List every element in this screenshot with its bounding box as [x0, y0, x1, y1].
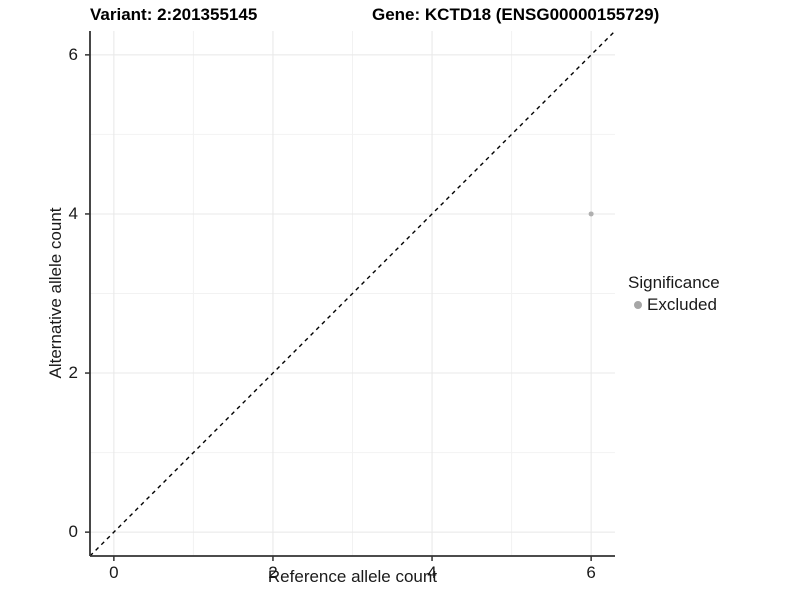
legend-item-label: Excluded	[647, 295, 717, 314]
identity-line	[89, 30, 616, 557]
data-point	[588, 211, 594, 217]
y-tick-label: 0	[68, 522, 78, 542]
x-tick-label: 6	[586, 563, 596, 582]
x-tick-label: 4	[427, 563, 437, 582]
legend: Significance Excluded	[628, 273, 720, 315]
plot-panel	[85, 30, 616, 561]
y-tick-label: 2	[68, 363, 78, 383]
x-tick-label: 2	[268, 563, 278, 582]
variant-title: Variant: 2:201355145	[90, 5, 258, 24]
gene-title: Gene: KCTD18 (ENSG00000155729)	[372, 5, 660, 24]
y-axis-label: Alternative allele count	[46, 207, 65, 379]
chart-canvas	[85, 30, 616, 561]
x-axis-label: Reference allele count	[267, 567, 438, 586]
y-tick-label: 4	[68, 203, 78, 223]
legend-items: Excluded	[628, 295, 720, 315]
legend-item: Excluded	[628, 295, 720, 315]
x-tick-label: 0	[109, 563, 119, 582]
legend-title: Significance	[628, 273, 720, 292]
y-tick-label: 6	[68, 44, 78, 64]
legend-key-dot-icon	[634, 301, 642, 309]
